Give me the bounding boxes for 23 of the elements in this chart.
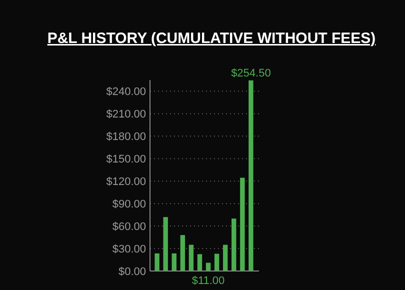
- y-tick-label: $120.00: [106, 176, 146, 188]
- y-tick-label: $0.00: [118, 266, 146, 278]
- y-tick-label: $240.00: [106, 86, 146, 98]
- bar: [240, 178, 245, 271]
- bar: [154, 253, 160, 271]
- bar: [197, 254, 202, 271]
- data-label: $11.00: [192, 275, 225, 287]
- bar: [214, 254, 220, 271]
- y-tick-label: $180.00: [106, 131, 146, 144]
- bar: [180, 235, 186, 271]
- y-tick-label: $60.00: [112, 220, 146, 233]
- y-tick-label: $150.00: [106, 153, 146, 166]
- y-tick-label: $30.00: [112, 243, 146, 256]
- bar: [188, 244, 194, 271]
- bar: [172, 253, 176, 271]
- bar: [248, 80, 254, 271]
- chart-title: P&L HISTORY (CUMULATIVE WITHOUT FEES): [47, 30, 376, 47]
- y-tick-label: $210.00: [106, 108, 146, 121]
- bar: [163, 217, 168, 271]
- bar: [232, 218, 236, 271]
- data-label: $254.50: [231, 67, 271, 80]
- y-tick-label: $90.00: [112, 198, 146, 210]
- bar: [222, 244, 228, 271]
